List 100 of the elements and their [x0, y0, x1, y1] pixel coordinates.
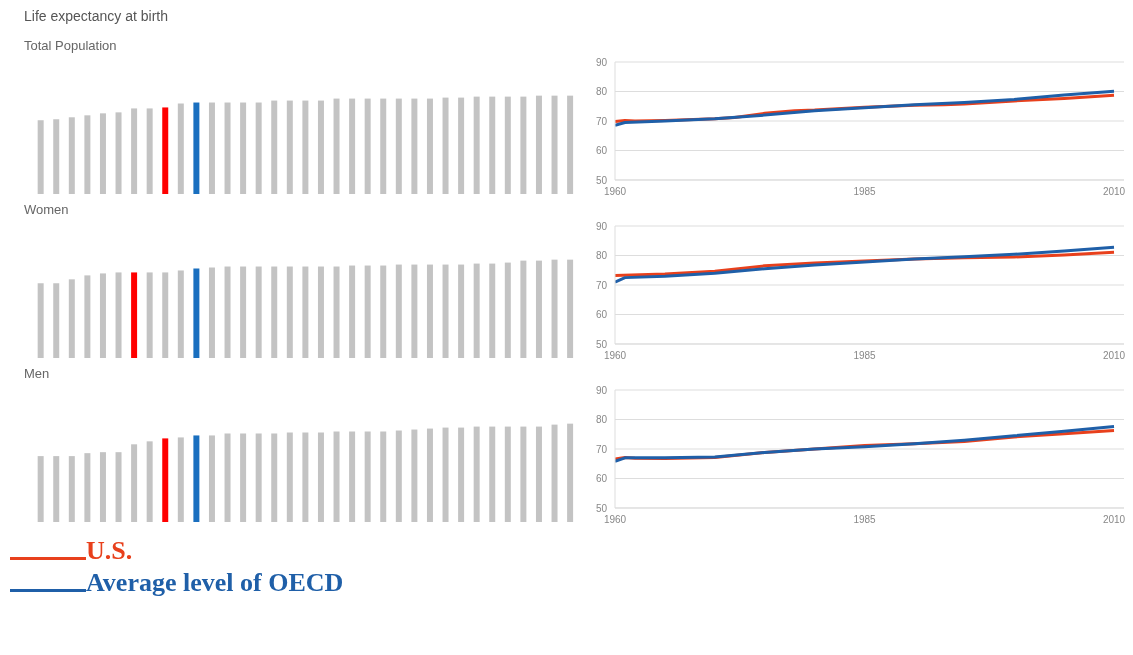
bar: [255, 266, 262, 358]
bar: [349, 431, 356, 522]
bar: [302, 100, 309, 194]
chart-subtitle: Men: [24, 366, 51, 383]
bar: [193, 435, 200, 522]
bar: [146, 441, 153, 522]
bar: [520, 260, 527, 358]
bar: [349, 98, 356, 194]
bar: [271, 433, 278, 522]
bar: [317, 266, 324, 358]
bar: [240, 433, 247, 522]
bar: [380, 431, 387, 522]
bar: [193, 268, 200, 358]
y-tick-label: 90: [595, 56, 608, 68]
bar: [520, 96, 527, 194]
bar: [255, 102, 262, 194]
x-tick-label: 2010: [1102, 514, 1126, 526]
bar: [520, 426, 527, 522]
bar: [395, 430, 402, 522]
bar: [37, 456, 44, 522]
bar: [224, 102, 231, 194]
y-tick-label: 80: [595, 250, 608, 262]
bar: [333, 431, 340, 522]
bar: [473, 263, 480, 358]
bar: [380, 265, 387, 358]
y-tick-label: 50: [595, 174, 608, 186]
bar: [395, 264, 402, 358]
bar: [473, 426, 480, 522]
x-tick-label: 1960: [603, 350, 627, 362]
bar: [53, 283, 60, 358]
bar: [177, 270, 184, 358]
bar: [255, 433, 262, 522]
y-tick-label: 80: [595, 414, 608, 426]
bar: [177, 437, 184, 522]
bar: [489, 96, 496, 194]
bar: [504, 96, 511, 194]
bar: [411, 98, 418, 194]
bar: [364, 431, 371, 522]
bar: [504, 426, 511, 522]
x-tick-label: 1985: [853, 514, 877, 526]
bar: [458, 264, 465, 358]
bar: [395, 98, 402, 194]
bar: [146, 108, 153, 194]
bar: [146, 272, 153, 358]
x-tick-label: 1960: [603, 186, 627, 198]
bar: [317, 100, 324, 194]
bar: [504, 262, 511, 358]
bar: [567, 95, 574, 194]
bar: [411, 264, 418, 358]
bar: [84, 275, 91, 358]
x-tick-label: 1960: [603, 514, 627, 526]
bar: [426, 264, 433, 358]
bar: [224, 433, 231, 522]
bar: [193, 102, 200, 194]
bar: [567, 423, 574, 522]
bar: [162, 438, 169, 522]
bar: [535, 260, 542, 358]
y-tick-label: 50: [595, 502, 608, 514]
bar: [426, 98, 433, 194]
bar: [208, 102, 215, 194]
bar: [68, 279, 75, 358]
bar: [115, 452, 122, 522]
bar: [162, 107, 169, 194]
bar: [271, 100, 278, 194]
y-tick-label: 70: [595, 115, 608, 127]
legend-label: Average level of OECD: [86, 568, 344, 598]
chart-subtitle: Total Population: [24, 38, 118, 55]
bar: [131, 108, 138, 194]
bar: [115, 112, 122, 194]
x-tick-label: 2010: [1102, 186, 1126, 198]
bar: [551, 95, 558, 194]
bar: [286, 432, 293, 522]
bar: [551, 259, 558, 358]
bar: [317, 432, 324, 522]
y-tick-label: 80: [595, 86, 608, 98]
bar: [302, 432, 309, 522]
bar: [442, 97, 449, 194]
bar: [442, 264, 449, 358]
bar: [286, 266, 293, 358]
bar: [53, 456, 60, 522]
y-tick-label: 50: [595, 338, 608, 350]
bar: [131, 444, 138, 522]
bar: [535, 426, 542, 522]
bar: [333, 266, 340, 358]
bar: [240, 102, 247, 194]
bar: [426, 428, 433, 522]
x-tick-label: 2010: [1102, 350, 1126, 362]
y-tick-label: 90: [595, 384, 608, 396]
bar: [240, 266, 247, 358]
bar: [333, 98, 340, 194]
bar: [349, 265, 356, 358]
chart-subtitle: Women: [24, 202, 70, 219]
bar: [68, 456, 75, 522]
bar: [177, 103, 184, 194]
bar: [37, 283, 44, 358]
bar: [208, 267, 215, 358]
bar: [131, 272, 138, 358]
bar: [68, 117, 75, 194]
bar: [364, 265, 371, 358]
bar: [84, 453, 91, 522]
